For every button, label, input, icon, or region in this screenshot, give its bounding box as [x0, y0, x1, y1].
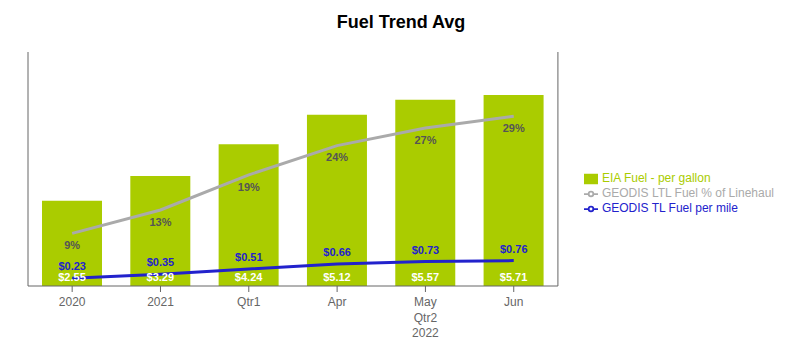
svg-text:$0.35: $0.35 — [147, 256, 175, 268]
svg-text:$0.73: $0.73 — [412, 244, 440, 256]
svg-text:24%: 24% — [326, 151, 348, 163]
svg-text:$5.12: $5.12 — [323, 271, 351, 283]
svg-text:2020: 2020 — [59, 295, 86, 309]
svg-text:$3.29: $3.29 — [147, 271, 175, 283]
svg-text:$0.66: $0.66 — [323, 246, 351, 258]
svg-text:13%: 13% — [149, 216, 171, 228]
svg-text:29%: 29% — [503, 122, 525, 134]
svg-text:27%: 27% — [414, 134, 436, 146]
svg-text:$4.24: $4.24 — [235, 271, 263, 283]
svg-text:Qtr1: Qtr1 — [237, 295, 261, 309]
svg-text:$5.71: $5.71 — [500, 271, 528, 283]
html-text:EIA Fuel - per gallon: EIA Fuel - per gallon — [601, 171, 711, 186]
svg-text:2021: 2021 — [147, 295, 174, 309]
svg-text:$0.51: $0.51 — [235, 251, 263, 263]
html-text:GEODIS TL Fuel per mile: GEODIS TL Fuel per mile — [601, 200, 738, 215]
svg-text:Jun: Jun — [504, 295, 523, 309]
svg-text:$0.23: $0.23 — [58, 260, 86, 272]
svg-text:May: May — [414, 295, 437, 309]
svg-text:Qtr2: Qtr2 — [414, 311, 438, 325]
svg-text:9%: 9% — [64, 239, 80, 251]
svg-text:2022: 2022 — [412, 326, 439, 340]
svg-text:Apr: Apr — [328, 295, 347, 309]
svg-text:19%: 19% — [238, 181, 260, 193]
html-text:GEODIS LTL Fuel % of Linehaul: GEODIS LTL Fuel % of Linehaul — [601, 186, 774, 201]
svg-text:$0.76: $0.76 — [500, 243, 528, 255]
html-text:Fuel Trend Avg: Fuel Trend Avg — [336, 12, 466, 32]
svg-text:$2.55: $2.55 — [58, 271, 86, 283]
svg-text:$5.57: $5.57 — [412, 271, 440, 283]
